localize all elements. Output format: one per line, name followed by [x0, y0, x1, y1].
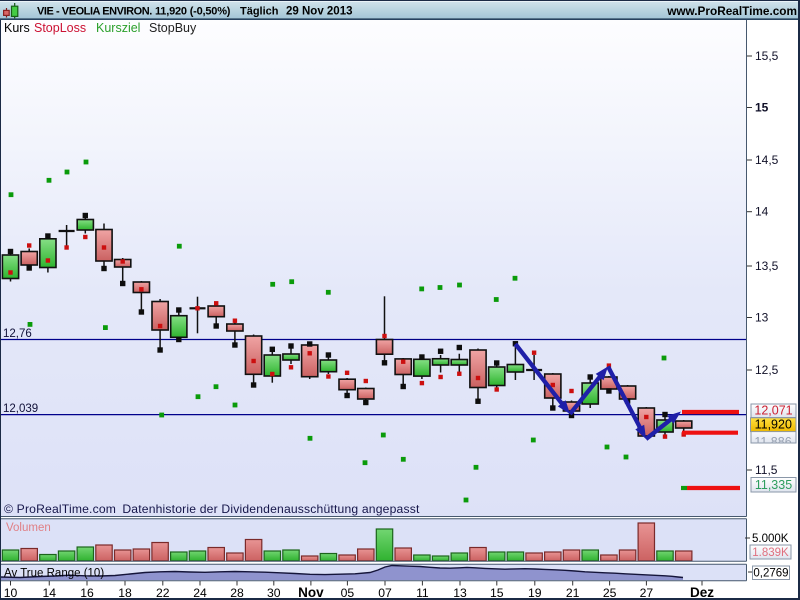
- svg-text:13,5: 13,5: [755, 259, 779, 273]
- svg-text:StopLoss: StopLoss: [34, 21, 86, 35]
- svg-text:0,2769: 0,2769: [753, 568, 788, 580]
- svg-text:StopBuy: StopBuy: [149, 21, 197, 35]
- svg-text:28: 28: [230, 586, 244, 600]
- svg-text:12,76: 12,76: [3, 328, 32, 340]
- svg-text:24: 24: [193, 586, 207, 600]
- svg-text:15,5: 15,5: [755, 49, 779, 63]
- svg-text:13: 13: [453, 586, 467, 600]
- svg-text:11,5: 11,5: [755, 463, 778, 477]
- svg-text:11,886: 11,886: [754, 435, 791, 449]
- svg-text:www.ProRealTime.com: www.ProRealTime.com: [666, 4, 797, 18]
- svg-text:13: 13: [755, 311, 769, 325]
- svg-text:11: 11: [416, 586, 429, 600]
- svg-text:11,920 (-0,50%): 11,920 (-0,50%): [155, 6, 231, 18]
- svg-text:22: 22: [156, 586, 170, 600]
- svg-text:14: 14: [42, 586, 56, 600]
- svg-text:29 Nov 2013: 29 Nov 2013: [286, 6, 353, 18]
- svg-text:11,335: 11,335: [755, 478, 792, 492]
- svg-text:1.839K: 1.839K: [752, 547, 789, 559]
- svg-text:Av True Range (10): Av True Range (10): [4, 568, 104, 580]
- svg-text:© ProRealTime.com Datenhistori: © ProRealTime.com Datenhistorie der Divi…: [4, 502, 420, 516]
- svg-text:Dez: Dez: [690, 585, 714, 600]
- svg-text:14: 14: [755, 205, 769, 219]
- svg-text:12,071: 12,071: [754, 404, 792, 418]
- svg-text:15: 15: [755, 101, 769, 115]
- svg-text:14,5: 14,5: [755, 153, 779, 167]
- svg-text:5.000K: 5.000K: [752, 533, 789, 545]
- svg-text:Nov: Nov: [298, 585, 324, 600]
- svg-text:12,039: 12,039: [3, 403, 38, 415]
- svg-text:05: 05: [341, 586, 355, 600]
- svg-text:Täglich: Täglich: [240, 6, 279, 18]
- svg-text:10: 10: [4, 586, 18, 600]
- svg-text:VIE - VEOLIA ENVIRON.: VIE - VEOLIA ENVIRON.: [37, 6, 152, 18]
- svg-text:15: 15: [490, 586, 504, 600]
- svg-text:11,920: 11,920: [755, 418, 792, 432]
- svg-text:21: 21: [566, 586, 580, 600]
- svg-text:18: 18: [118, 586, 132, 600]
- svg-text:Kurs: Kurs: [4, 21, 30, 35]
- svg-text:16: 16: [80, 586, 94, 600]
- svg-text:Kursziel: Kursziel: [96, 21, 140, 35]
- svg-text:12,5: 12,5: [755, 363, 779, 377]
- svg-text:25: 25: [603, 586, 617, 600]
- svg-text:27: 27: [640, 586, 654, 600]
- svg-text:30: 30: [267, 586, 281, 600]
- svg-text:19: 19: [528, 586, 542, 600]
- svg-text:Volumen: Volumen: [6, 522, 51, 534]
- svg-text:07: 07: [378, 586, 392, 600]
